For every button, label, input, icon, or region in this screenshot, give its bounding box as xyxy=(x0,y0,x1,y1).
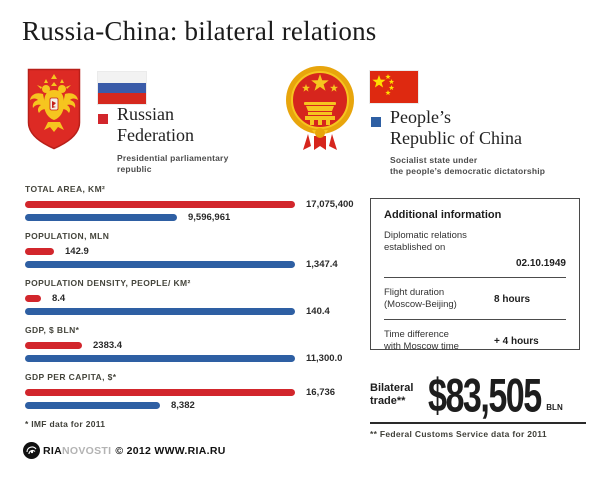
bilateral-trade-unit: BLN xyxy=(546,403,563,412)
info-row-diplomatic-relations: Diplomatic relations established on 02.1… xyxy=(384,230,566,269)
time-difference-value: + 4 hours xyxy=(494,335,539,347)
bilateral-trade-value: $83,505 xyxy=(428,368,542,422)
brand-ria: RIA xyxy=(43,444,62,457)
comparison-bar-chart: TOTAL AREA, KM² 17,075,400 9,596,961 POPULA… xyxy=(25,184,363,429)
info-row-flight-duration: Flight duration (Moscow-Beijing) 8 hours xyxy=(384,287,566,311)
bar-china xyxy=(25,402,160,409)
chart-row-label: POPULATION, MLN xyxy=(25,231,110,241)
flight-duration-value: 8 hours xyxy=(494,293,531,305)
bar-china xyxy=(25,214,177,221)
divider xyxy=(384,319,566,320)
china-name: People’s Republic of China xyxy=(390,107,522,148)
china-flag-icon xyxy=(370,71,418,103)
trade-footnote: ** Federal Customs Service data for 2011 xyxy=(370,429,547,439)
china-legend-swatch xyxy=(371,117,381,127)
bar-china xyxy=(25,355,295,362)
russia-name: Russian Federation xyxy=(117,104,194,145)
bar-russia xyxy=(25,389,295,396)
bar-russia xyxy=(25,295,41,302)
bar-value-russia: 17,075,400 xyxy=(306,199,354,210)
russia-flag-icon xyxy=(98,72,146,104)
bar-value-russia: 8.4 xyxy=(52,293,66,304)
brand-novosti: NOVOSTI xyxy=(61,444,112,457)
bar-value-china: 1,347.4 xyxy=(306,259,338,270)
info-row-time-difference: Time difference with Moscow time + 4 hou… xyxy=(384,329,566,353)
bar-value-russia: 2383.4 xyxy=(93,340,123,351)
chart-row: TOTAL AREA, KM² 17,075,400 9,596,961 xyxy=(25,184,363,223)
bar-russia xyxy=(25,248,54,255)
bar-value-china: 11,300.0 xyxy=(306,353,343,364)
russia-coat-of-arms-icon xyxy=(27,68,81,150)
bilateral-trade-label: Bilateral trade** xyxy=(370,382,414,407)
chart-row-label: GDP PER CAPITA, $* xyxy=(25,372,117,382)
chart-row: GDP, $ BLN* 2383.4 11,300.0 xyxy=(25,325,363,364)
bar-russia xyxy=(25,201,295,208)
chart-footnote: * IMF data for 2011 xyxy=(25,419,106,429)
bilateral-trade-block: Bilateral trade** $83,505 BLN ** Federal… xyxy=(370,372,586,439)
chart-row: GDP PER CAPITA, $* 16,736 8,382 xyxy=(25,372,363,411)
bar-china xyxy=(25,261,295,268)
page-title: Russia-China: bilateral relations xyxy=(22,16,377,46)
bar-value-china: 9,596,961 xyxy=(188,212,231,223)
bar-china xyxy=(25,308,295,315)
chart-row-label: TOTAL AREA, KM² xyxy=(25,184,106,194)
chart-row: POPULATION DENSITY, PEOPLE/ KM² 8.4 140.4 xyxy=(25,278,363,317)
bar-value-russia: 16,736 xyxy=(306,387,336,398)
bar-value-china: 140.4 xyxy=(306,306,330,317)
chart-row: POPULATION, MLN 142.9 1,347.4 xyxy=(25,231,363,270)
footer-brand: RIA NOVOSTI © 2012 WWW.RIA.RU xyxy=(23,442,226,459)
russia-subtitle: Presidential parliamentary republic xyxy=(117,153,229,174)
additional-info-header: Additional information xyxy=(384,209,502,221)
additional-info-panel: Additional information Diplomatic relati… xyxy=(370,198,580,353)
divider xyxy=(370,422,586,424)
russia-legend-swatch xyxy=(98,114,108,124)
bar-value-china: 8,382 xyxy=(171,400,195,411)
ria-novosti-logo-icon xyxy=(23,442,40,459)
bar-russia xyxy=(25,342,82,349)
divider xyxy=(384,277,566,278)
chart-row-label: POPULATION DENSITY, PEOPLE/ KM² xyxy=(25,278,191,288)
bar-value-russia: 142.9 xyxy=(65,246,89,257)
copyright-text: © 2012 WWW.RIA.RU xyxy=(115,444,226,457)
diplomatic-relations-date: 02.10.1949 xyxy=(515,258,566,269)
china-subtitle: Socialist state under the people’s democ… xyxy=(390,155,546,176)
chart-row-label: GDP, $ BLN* xyxy=(25,325,80,335)
china-national-emblem-icon xyxy=(286,66,354,150)
